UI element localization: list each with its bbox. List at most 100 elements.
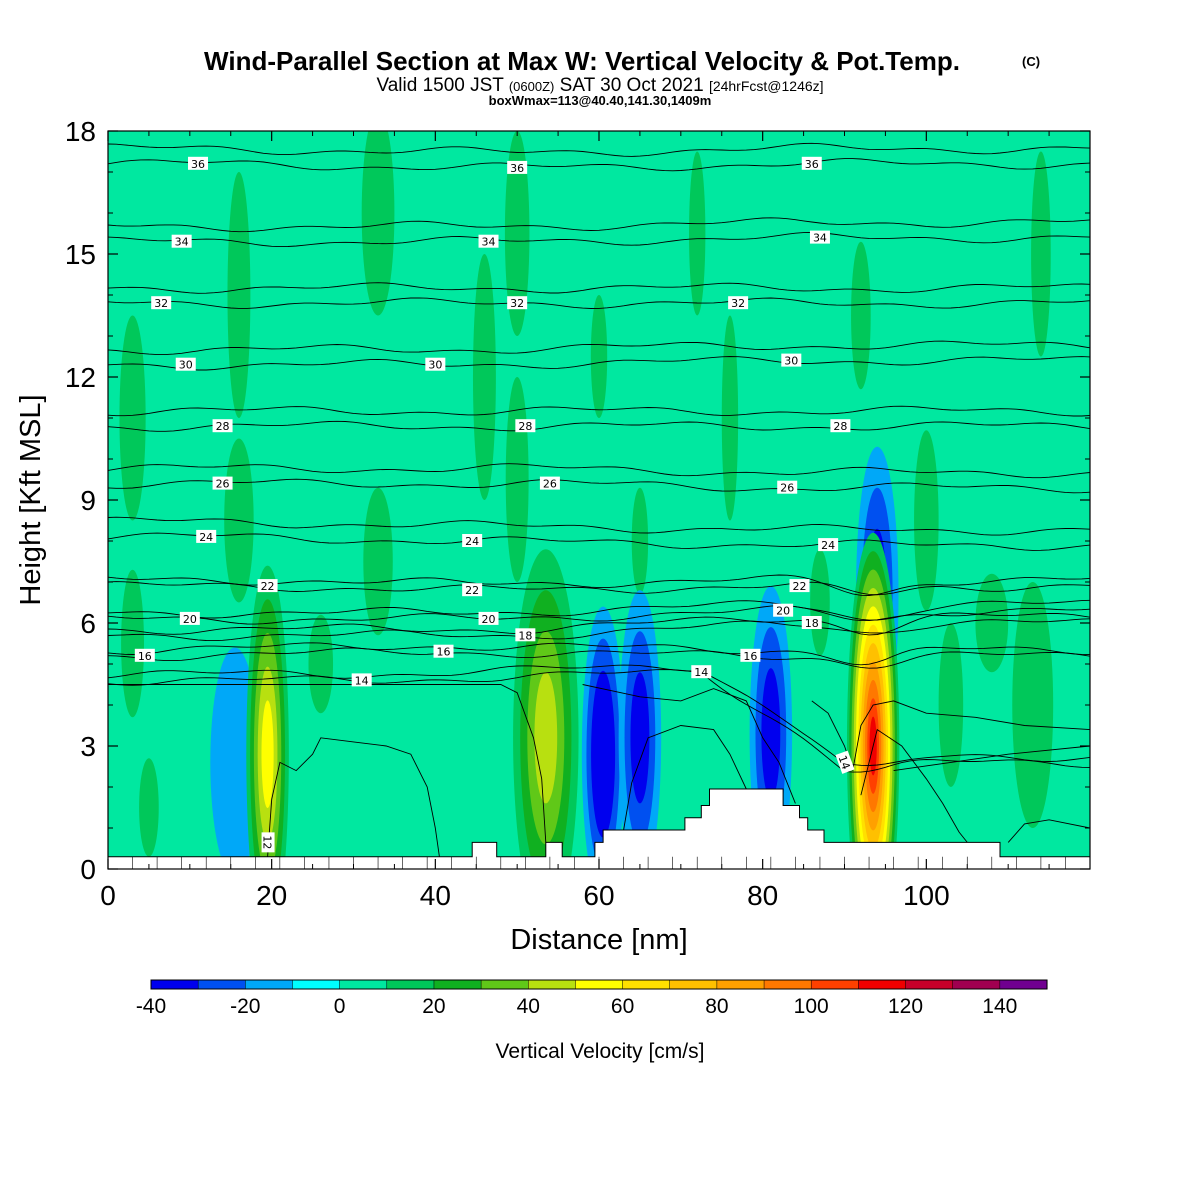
terrain-layer xyxy=(108,788,1090,869)
contour-label: 16 xyxy=(433,644,454,659)
contour-label: 32 xyxy=(151,296,172,310)
contour-label-text: 12 xyxy=(261,835,274,849)
weak-updraft-band xyxy=(139,758,159,857)
theta-contour-line xyxy=(108,231,1090,248)
contour-label-bg xyxy=(515,628,536,642)
contour-label-bg xyxy=(433,644,454,658)
contour-label: 22 xyxy=(462,583,483,597)
contour-label: 36 xyxy=(801,156,822,171)
theta-contour-line xyxy=(108,647,1090,669)
colorbar-tick-label: 0 xyxy=(334,995,346,1018)
contour-label: 32 xyxy=(507,296,528,310)
contour-label: 34 xyxy=(478,234,499,249)
updraft-cell xyxy=(261,700,274,809)
contour-label: 34 xyxy=(809,230,830,245)
x-tick-label: 100 xyxy=(903,880,950,911)
theta-contour-line xyxy=(108,217,1090,233)
contour-labels: 36 36 36 34 34 34 32 32 32 30 30 30 28 28 28 26 26 26 24 24… xyxy=(134,156,855,853)
contour-label-text: 28 xyxy=(518,420,532,433)
contour-label-bg xyxy=(134,648,155,662)
y-tick-label: 9 xyxy=(80,485,96,516)
forecast-info: [24hrFcst@1246z] xyxy=(709,78,824,94)
x-tick-label: 80 xyxy=(747,880,778,911)
valid-prefix: Valid 1500 JST xyxy=(376,75,504,96)
contour-label-bg xyxy=(515,419,536,433)
weak-updraft-band xyxy=(914,430,939,611)
contour-label-text: 30 xyxy=(179,359,193,372)
contour-label-bg xyxy=(212,476,233,490)
theta-contour-line xyxy=(108,282,1090,294)
theta-contour-line xyxy=(108,142,1090,157)
theta-contour-line xyxy=(108,642,1090,666)
theta-contour-line xyxy=(623,725,747,831)
theta-contour-line xyxy=(108,684,547,843)
weak-updraft-band xyxy=(505,377,529,582)
downdraft-cell xyxy=(630,672,650,804)
contour-label: 18 xyxy=(515,628,536,642)
colorbar-tick-label: 120 xyxy=(888,995,923,1018)
contour-label-text: 24 xyxy=(199,531,213,544)
theta-contour-line xyxy=(108,612,1090,636)
weak-updraft-band xyxy=(1012,582,1054,828)
contour-label-text: 22 xyxy=(261,580,275,593)
colorbar-tick-label: 100 xyxy=(794,995,829,1018)
theta-contour-line xyxy=(108,356,1090,371)
contour-label: 20 xyxy=(179,611,200,626)
valid-time-line: Valid 1500 JST (0600Z) SAT 30 Oct 2021 [… xyxy=(376,75,823,96)
weak-updraft-band xyxy=(361,131,395,316)
updraft-cell xyxy=(534,672,558,804)
contour-label-text: 14 xyxy=(836,754,853,772)
weak-updraft-band xyxy=(975,573,1009,673)
theta-contour-line xyxy=(108,532,1090,551)
downdraft-cell xyxy=(761,668,781,800)
colorbar-swatch xyxy=(480,979,529,990)
contour-label-bg xyxy=(462,534,483,547)
colorbar-swatch xyxy=(810,979,859,990)
contour-label-text: 22 xyxy=(465,584,479,597)
contour-label: 16 xyxy=(740,648,761,663)
contour-label: 28 xyxy=(830,419,851,433)
colorbar-swatch xyxy=(905,979,954,990)
contour-label-bg xyxy=(261,832,275,853)
contour-label-bg xyxy=(789,579,810,593)
contour-label: 14 xyxy=(691,665,712,679)
y-tick-label: 15 xyxy=(65,239,96,270)
contour-label-bg xyxy=(830,419,851,433)
x-tick-label: 60 xyxy=(583,880,614,911)
theta-contour-line xyxy=(108,599,1090,621)
weak-updraft-band xyxy=(689,151,706,316)
contour-label-bg xyxy=(179,611,200,625)
weak-updraft-band xyxy=(472,254,496,500)
colorbar-swatch xyxy=(575,979,624,990)
contour-label-text: 26 xyxy=(780,482,794,495)
contour-label-text: 16 xyxy=(138,650,152,663)
downdraft-cell xyxy=(595,702,611,806)
weak-updraft-band xyxy=(308,614,334,714)
contour-label-text: 32 xyxy=(510,297,524,310)
contour-label-bg xyxy=(777,480,798,494)
velocity-field xyxy=(108,131,1090,869)
theta-contour-line xyxy=(108,463,1090,479)
colorbar-swatch xyxy=(150,979,199,990)
contour-label-text: 34 xyxy=(175,236,189,249)
y-tick-label: 6 xyxy=(80,608,96,639)
contour-label-text: 36 xyxy=(805,158,819,171)
weak-updraft-band xyxy=(119,315,146,521)
colorbar-swatch xyxy=(528,979,576,990)
contour-label: 24 xyxy=(462,534,483,548)
colorbar-swatch xyxy=(433,979,482,990)
contour-label: 36 xyxy=(507,160,528,175)
theta-contour-line xyxy=(108,669,1090,773)
contour-label-bg xyxy=(507,296,528,310)
theta-contour-line xyxy=(108,478,1090,494)
contour-label-bg xyxy=(462,583,483,597)
contour-label-bg xyxy=(801,156,822,170)
colorbar-tick-label: 140 xyxy=(982,995,1017,1018)
contour-label-bg xyxy=(478,611,499,625)
contour-label-bg xyxy=(507,160,528,174)
contour-label: 16 xyxy=(134,648,155,663)
contour-label-text: 32 xyxy=(731,297,745,310)
theta-contour-line xyxy=(108,605,1090,625)
contour-label-text: 20 xyxy=(776,605,790,618)
